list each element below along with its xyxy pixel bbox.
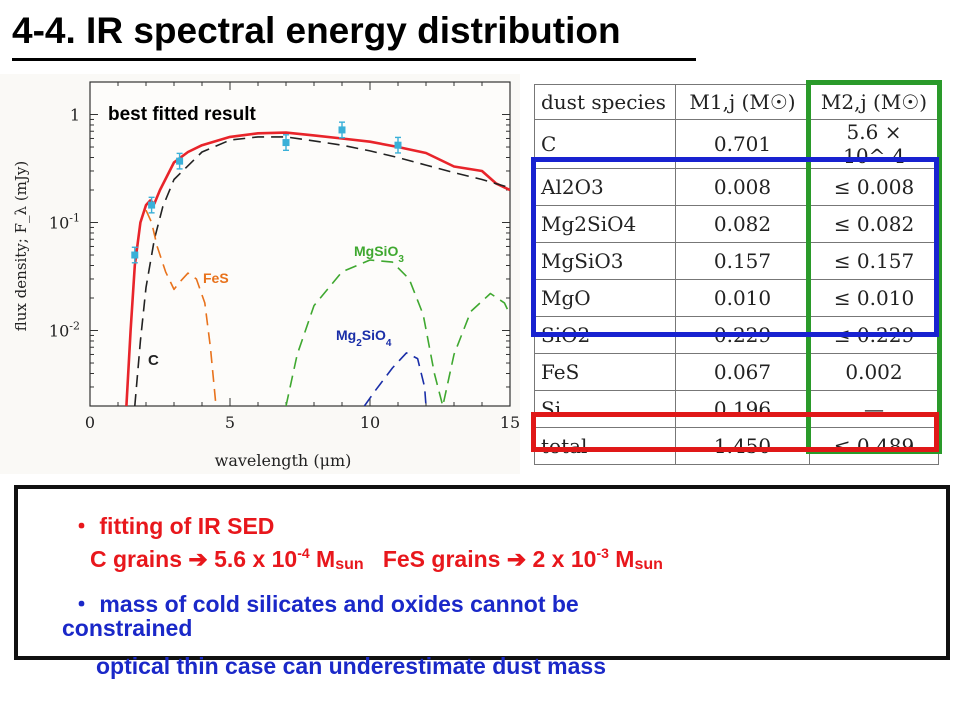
c-grains-mass-symbol: M	[316, 546, 336, 572]
header-m1: M1,j (M☉)	[675, 84, 810, 120]
species-cell: FeS	[534, 353, 676, 391]
series-line-total	[125, 131, 510, 406]
x-tick-label: 0	[85, 413, 95, 432]
y-axis-label: flux density; F_λ (mJy)	[12, 161, 30, 331]
note-silicates-line1: ・ mass of cold silicates and oxides cann…	[70, 591, 579, 617]
sed-chart: 0 5 10 15 1 10-1 10-2 best fitted result FeS M…	[0, 74, 520, 474]
fes-grains-sun-subscript: sun	[634, 556, 663, 573]
c-grains-sun-subscript: sun	[335, 556, 364, 573]
series-line-c	[134, 136, 510, 406]
m1-cell: 0.082	[675, 205, 810, 243]
table-row: Mg2SiO4 0.082 ≤ 0.082	[534, 205, 939, 243]
m1-cell: 0.067	[675, 353, 810, 391]
oxides-silicates-highlight-blue	[531, 157, 939, 337]
note-fitting-ir-sed: ・ fitting of IR SED	[70, 513, 275, 539]
m1-cell: 1.450	[675, 427, 810, 465]
y-tick-label: 10-2	[49, 320, 80, 341]
x-tick-label: 10	[360, 413, 380, 432]
fes-series-label: FeS	[203, 270, 229, 286]
m2-cell: ≤ 0.008	[809, 168, 939, 206]
m2-cell: ≤ 0.229	[809, 316, 939, 354]
note-grain-masses: C grains ➔ 5.6 x 10-4 Msun FeS grains ➔ …	[90, 545, 663, 574]
species-cell: MgSiO3	[534, 242, 676, 280]
series-line-mgsio3	[285, 259, 510, 406]
plot-frame	[89, 81, 511, 407]
mgsio3-series-label: MgSiO3	[354, 243, 404, 265]
y-tick-label: 10-1	[49, 212, 80, 233]
m1-cell: 0.008	[675, 168, 810, 206]
table-row: MgO 0.010 ≤ 0.010	[534, 279, 939, 317]
mg2sio4-series-label: Mg2SiO4	[336, 327, 392, 349]
slide-title: 4-4. IR spectral energy distribution	[12, 10, 621, 51]
species-cell: Al2O3	[534, 168, 676, 206]
note-silicates-line2: constrained	[62, 615, 193, 641]
species-cell: total	[534, 427, 676, 465]
table-row: total 1.450 ≤ 0.489	[534, 427, 939, 465]
fes-grains-exponent: -3	[596, 545, 609, 561]
series-line-fes	[145, 209, 217, 406]
m2-cell: ≤ 0.489	[809, 427, 939, 465]
table-row: Al2O3 0.008 ≤ 0.008	[534, 168, 939, 206]
observed-point	[176, 157, 184, 165]
header-dust-species: dust species	[534, 84, 676, 120]
sed-chart-svg: 0 5 10 15 1 10-1 10-2 best fitted result FeS M…	[0, 74, 520, 474]
note-optical-thin: optical thin case can underestimate dust…	[96, 653, 606, 679]
x-tick-label: 5	[225, 413, 235, 432]
x-tick-label: 15	[500, 413, 520, 432]
m2-cell: ≤ 0.082	[809, 205, 939, 243]
summary-box: ・ fitting of IR SED C grains ➔ 5.6 x 10-…	[14, 485, 950, 660]
c-grains-text: C grains ➔ 5.6 x 10	[90, 546, 298, 572]
total-row-highlight-red	[531, 412, 939, 452]
table-row: FeS 0.067 0.002	[534, 353, 939, 391]
observed-point	[131, 251, 139, 259]
observed-point	[394, 141, 402, 149]
m2-cell: 0.002	[809, 353, 939, 391]
series-line-mg2sio4	[363, 352, 427, 406]
x-axis-label: wavelength (μm)	[215, 451, 352, 470]
title-underline	[12, 58, 696, 61]
table-header-row: dust species M1,j (M☉) M2,j (M☉)	[534, 84, 939, 120]
observed-point	[338, 126, 346, 134]
observed-point	[148, 201, 156, 209]
best-fit-annotation: best fitted result	[108, 104, 256, 125]
fes-grains-text: FeS grains ➔ 2 x 10	[382, 546, 597, 572]
fes-grains-mass-symbol: M	[615, 546, 635, 572]
observed-point	[282, 139, 290, 147]
c-grains-exponent: -4	[297, 545, 310, 561]
dust-mass-table: dust species M1,j (M☉) M2,j (M☉) C 0.701 5…	[534, 84, 939, 465]
y-tick-label: 1	[70, 106, 80, 125]
c-series-label: C	[148, 352, 159, 369]
species-cell: MgO	[534, 279, 676, 317]
